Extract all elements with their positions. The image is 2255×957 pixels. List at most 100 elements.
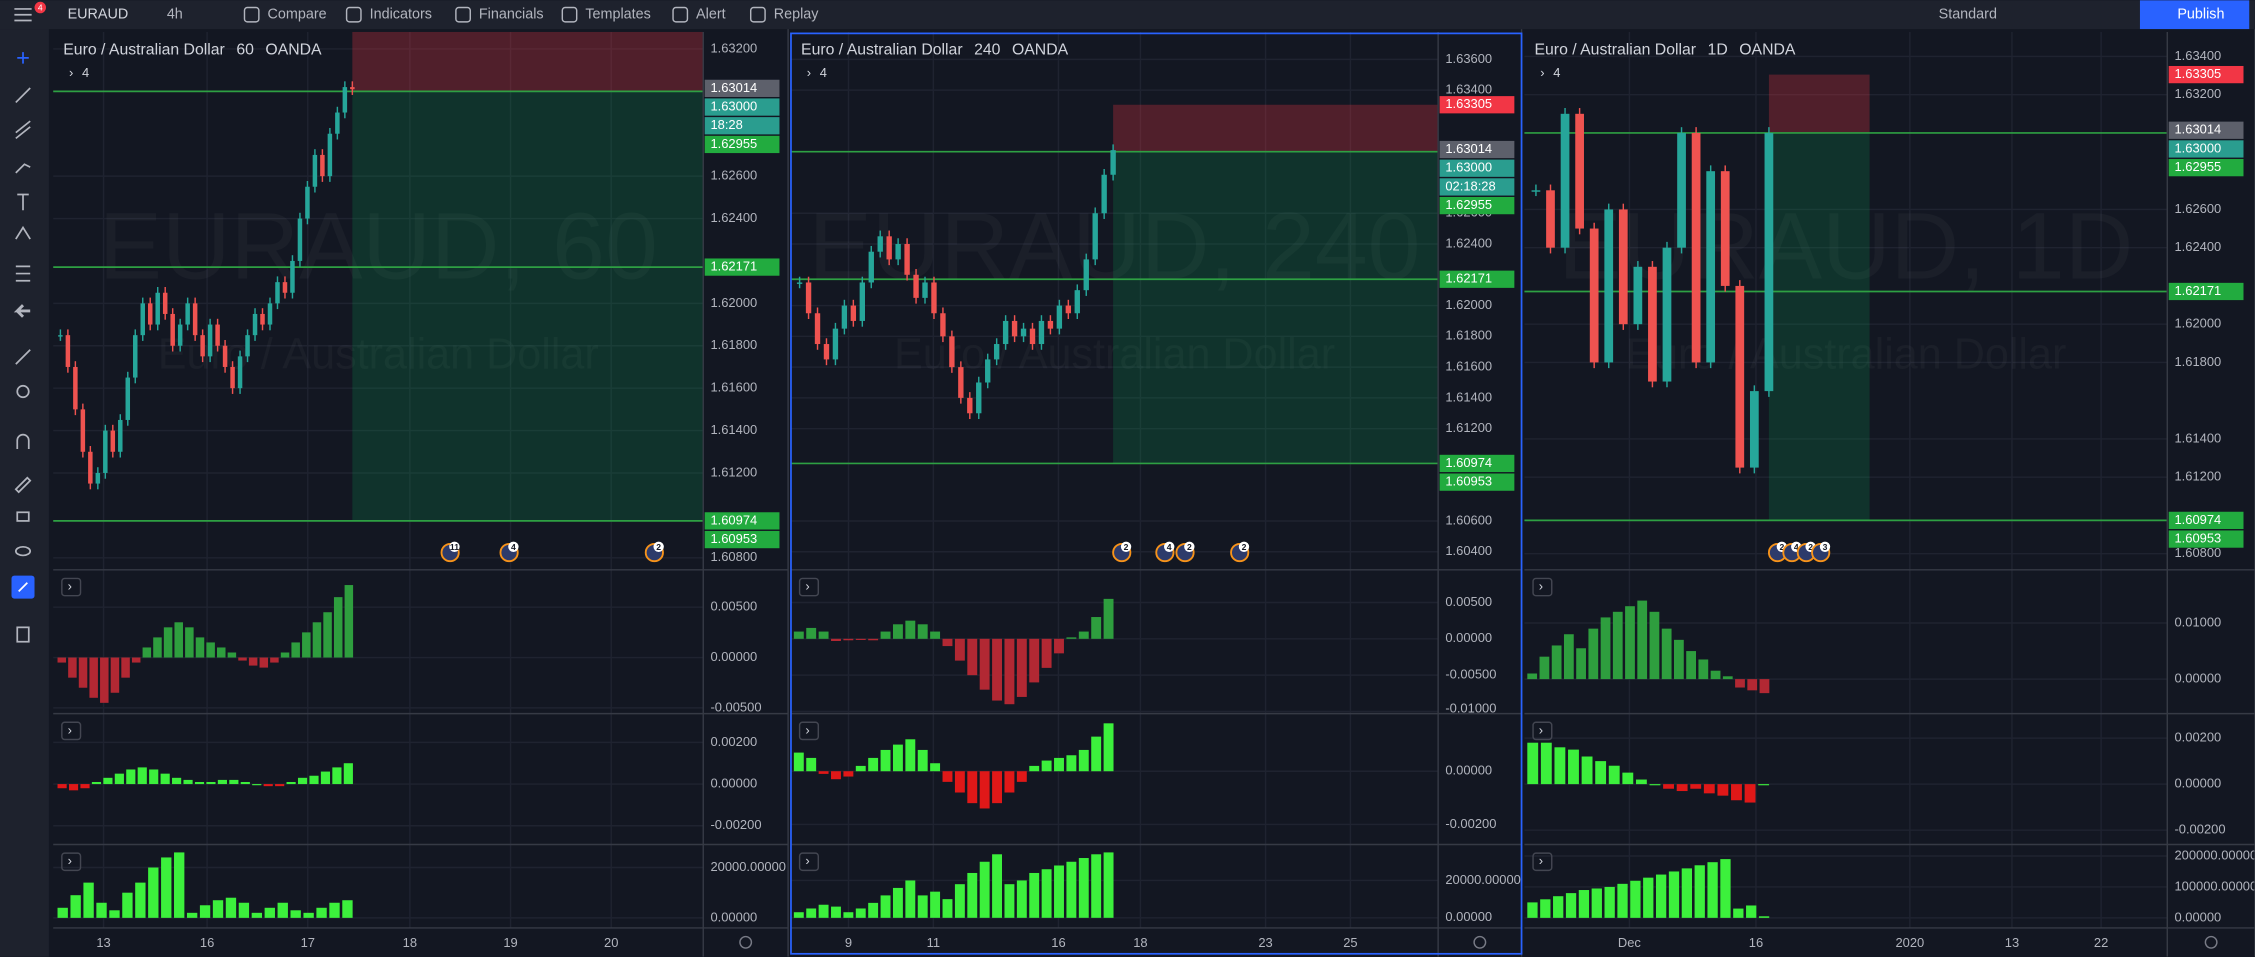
expand-arrow[interactable]: ›: [1539, 722, 1543, 737]
histogram-bar: [1637, 600, 1648, 680]
expand-arrow[interactable]: ›: [68, 722, 72, 737]
toolbar-item[interactable]: Compare: [267, 6, 326, 22]
candle: [1083, 259, 1089, 291]
toolbar-icon[interactable]: [672, 6, 689, 23]
indicator-tick-label: 0.00000: [1445, 763, 1492, 778]
price-label-bg: [1439, 96, 1515, 114]
x-axis-label: 9: [845, 935, 852, 950]
collapse-arrow[interactable]: ›: [807, 65, 811, 80]
indicator-count[interactable]: 4: [820, 65, 827, 80]
histogram-bar: [1735, 679, 1745, 688]
toolbar-item[interactable]: Templates: [585, 6, 651, 22]
expand-arrow[interactable]: ›: [805, 722, 809, 737]
price-label: 1.62955: [2174, 159, 2221, 174]
price-label: 1.60953: [2174, 531, 2221, 546]
expand-arrow[interactable]: ›: [1539, 853, 1543, 868]
position-target-zone: [1768, 132, 1870, 521]
histogram-bar: [195, 637, 205, 658]
indicator-tick-label: 0.00000: [2174, 671, 2221, 686]
event-count: 4: [511, 542, 516, 552]
histogram-bar: [1746, 905, 1757, 918]
event-count-bg: [1819, 541, 1831, 552]
publish-button[interactable]: [2139, 0, 2250, 30]
candle: [1677, 132, 1686, 248]
histogram-bar: [57, 907, 68, 918]
toolbar-icon[interactable]: [345, 6, 362, 23]
pane-title: Euro / Australian Dollar 1D OANDA: [1534, 42, 1795, 59]
candle: [1749, 391, 1759, 468]
histogram-bar: [78, 657, 88, 688]
histogram-bar: [1078, 858, 1089, 918]
expand-arrow[interactable]: ›: [1539, 579, 1543, 594]
candle: [1691, 132, 1701, 363]
histogram-bar: [1588, 628, 1599, 680]
expand-button[interactable]: [798, 852, 820, 872]
histogram-bar: [954, 638, 965, 661]
indicator-tick-label: 0.00200: [710, 734, 757, 749]
histogram-bar: [199, 905, 211, 918]
indicator-count[interactable]: 4: [82, 65, 89, 80]
histogram-bar: [905, 739, 916, 772]
expand-button[interactable]: [61, 577, 82, 597]
expand-arrow[interactable]: ›: [68, 579, 72, 594]
price-tick-label: 1.63200: [2174, 86, 2221, 101]
notification-badge: [34, 1, 47, 14]
toolbar-item[interactable]: Replay: [774, 6, 820, 22]
symbol-search[interactable]: EURAUD: [68, 6, 129, 22]
histogram-bar: [217, 647, 226, 658]
x-axis-label: 16: [1749, 935, 1763, 950]
toolbar-icon[interactable]: [455, 6, 471, 23]
interval-button[interactable]: 4h: [167, 6, 183, 22]
candle: [1531, 190, 1541, 192]
collapse-arrow[interactable]: ›: [1540, 65, 1544, 80]
menu-icon[interactable]: [14, 8, 32, 22]
candle: [1720, 171, 1730, 286]
expand-button[interactable]: [798, 577, 820, 597]
pane-title-part: OANDA: [265, 42, 322, 59]
toolbar-item[interactable]: Indicators: [370, 6, 432, 22]
expand-arrow[interactable]: ›: [805, 853, 809, 868]
histogram-bar: [1029, 872, 1040, 918]
histogram-bar: [1540, 899, 1551, 918]
candle: [103, 430, 108, 473]
expand-button[interactable]: [1532, 852, 1553, 872]
settings-icon[interactable]: [739, 935, 753, 949]
toolbar-icon[interactable]: [749, 6, 766, 23]
candle: [290, 260, 295, 293]
histogram-bar: [954, 771, 965, 793]
event-count-bg: [1238, 541, 1250, 552]
candle: [312, 154, 318, 187]
histogram-bar: [1731, 784, 1742, 801]
publish-label[interactable]: Publish: [2177, 6, 2224, 22]
settings-icon[interactable]: [2204, 935, 2218, 949]
expand-button[interactable]: [1532, 577, 1553, 597]
indicator-count[interactable]: 4: [1553, 65, 1560, 80]
price-tick-label: 1.63600: [1445, 51, 1492, 66]
toolbar-item[interactable]: Alert: [696, 6, 726, 22]
expand-arrow[interactable]: ›: [68, 853, 72, 868]
layout-button[interactable]: Standard: [1939, 6, 1997, 22]
candle: [110, 430, 116, 452]
expand-button[interactable]: [61, 852, 82, 872]
candle: [868, 251, 874, 283]
event-count-bg: [1184, 541, 1195, 552]
histogram-bar: [238, 902, 250, 918]
price-label-bg: [1439, 270, 1515, 288]
toolbar-item[interactable]: Financials: [479, 6, 544, 22]
expand-button[interactable]: [61, 721, 82, 741]
drawing-tools[interactable]: [11, 52, 35, 643]
toolbar-icon[interactable]: [561, 6, 578, 23]
toolbar-icon[interactable]: [243, 6, 260, 23]
candle: [267, 303, 273, 325]
expand-button[interactable]: [798, 721, 820, 741]
settings-icon[interactable]: [1473, 935, 1487, 949]
price-label-bg: [1439, 159, 1515, 177]
histogram-bar: [212, 900, 224, 918]
expand-button[interactable]: [1532, 721, 1553, 741]
price-label-bg: [704, 117, 780, 135]
collapse-arrow[interactable]: ›: [69, 65, 73, 80]
expand-arrow[interactable]: ›: [805, 579, 809, 594]
histogram-bar: [1103, 852, 1114, 918]
indicator-tick-label: 0.00000: [710, 909, 757, 924]
candle: [170, 313, 175, 346]
